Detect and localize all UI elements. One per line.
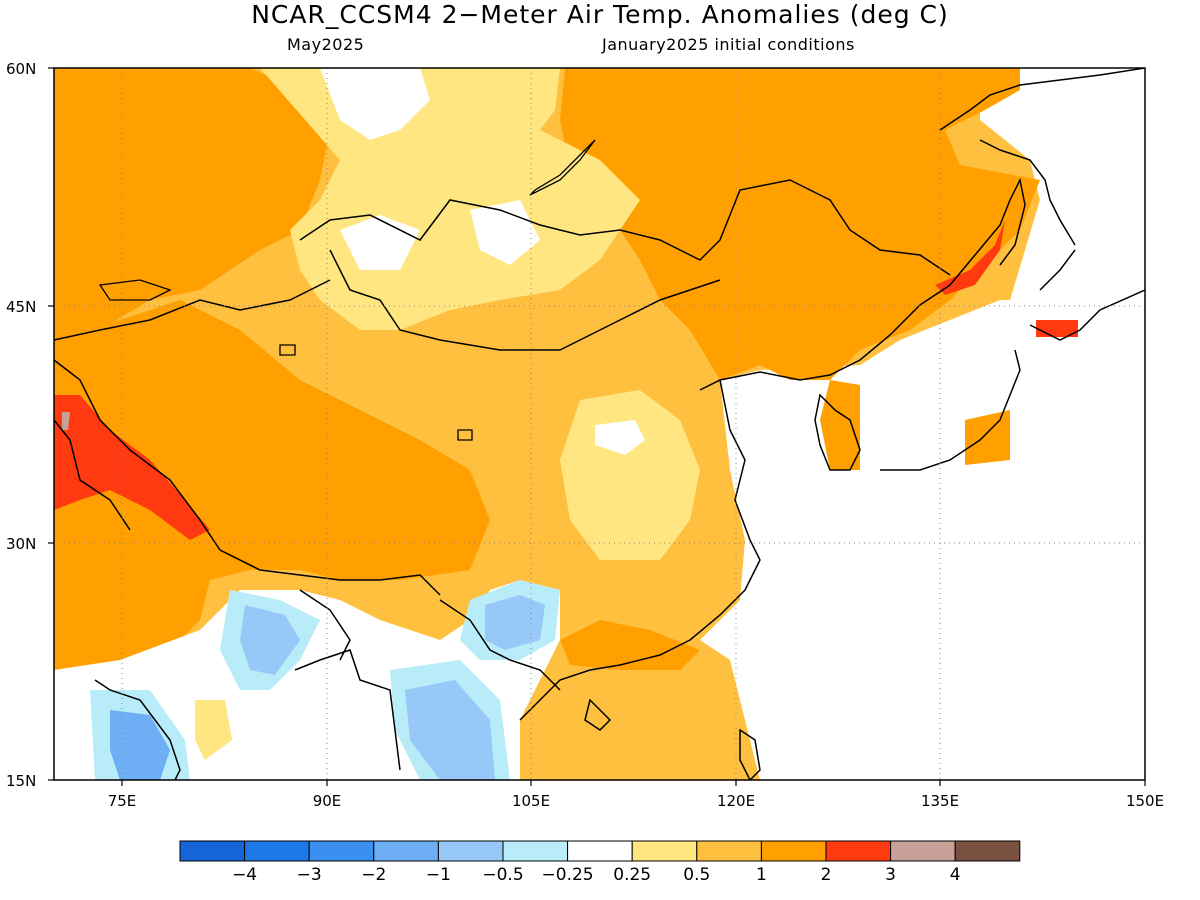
anomaly-neutral-ocean	[700, 300, 1145, 780]
colorbar-swatch	[244, 840, 310, 862]
lakes	[98, 139, 596, 441]
lon-label-150e: 150E	[1126, 792, 1164, 810]
colorbar-swatch	[954, 840, 1021, 862]
chart-title: NCAR_CCSM4 2−Meter Air Temp. Anomalies (…	[251, 0, 949, 29]
coastlines	[94, 68, 1145, 780]
anomaly-neutral-mongolia	[340, 215, 420, 270]
anomaly-cool-yunnan	[485, 595, 545, 650]
colorbar-label: 1	[756, 865, 767, 885]
colorbar-label: −4	[232, 865, 257, 885]
anomaly-orange-japan	[965, 410, 1010, 465]
lon-label-120e: 120E	[717, 792, 755, 810]
colorbar-swatch	[567, 840, 633, 862]
colorbar: −4 −3 −2 −1 −0.5 −0.25 0.25 0.5 1 2 3 4	[179, 840, 1021, 885]
colorbar-swatch	[502, 840, 569, 862]
colorbar-label: −2	[361, 865, 386, 885]
forecast-month: May2025	[287, 35, 365, 54]
colorbar-label: −0.25	[542, 865, 594, 885]
anomaly-neutral-north	[320, 68, 430, 140]
colorbar-label: 0.5	[683, 865, 710, 885]
lat-label-15n: 15N	[6, 772, 36, 790]
anomaly-cool-indochina	[405, 680, 495, 780]
map-gridlines	[54, 68, 1145, 780]
anomaly-orange-korea	[820, 380, 860, 470]
lat-label-45n: 45N	[6, 298, 36, 316]
country-borders	[54, 179, 951, 691]
colorbar-label: 2	[821, 865, 832, 885]
anomaly-red-himalaya	[54, 395, 210, 540]
anomaly-field	[54, 68, 1145, 780]
anomaly-neutral-mongolia-east	[470, 200, 540, 265]
colorbar-swatch	[373, 840, 439, 862]
colorbar-swatch	[179, 840, 246, 862]
anomaly-cool-bangladesh	[240, 605, 300, 675]
colorbar-label: −3	[297, 865, 322, 885]
colorbar-swatch	[631, 840, 698, 862]
lat-label-60n: 60N	[6, 60, 36, 78]
anomaly-brown-himalaya	[62, 412, 70, 430]
colorbar-swatch	[825, 840, 892, 862]
lon-label-90e: 90E	[313, 792, 342, 810]
map-frame	[53, 67, 1146, 781]
colorbar-label: 3	[885, 865, 896, 885]
anomaly-red-manchuria	[935, 220, 1005, 295]
colorbar-swatch	[437, 840, 504, 862]
colorbar-label: −1	[426, 865, 451, 885]
colorbar-swatch	[760, 840, 827, 862]
colorbar-label: 4	[950, 865, 961, 885]
anomaly-neutral-pacific	[980, 68, 1145, 300]
colorbar-swatch	[308, 840, 375, 862]
lat-label-30n: 30N	[6, 535, 36, 553]
anomaly-orange-southchina	[560, 620, 700, 670]
lon-label-105e: 105E	[512, 792, 550, 810]
lon-label-135e: 135E	[921, 792, 959, 810]
colorbar-label: 0.25	[613, 865, 651, 885]
anomaly-cool-india	[110, 710, 170, 780]
anomaly-orange-northeast	[560, 68, 1040, 380]
axis-ticks	[48, 67, 1146, 786]
colorbar-label: −0.5	[482, 865, 523, 885]
anomaly-orange-tibet	[54, 300, 490, 670]
lon-label-75e: 75E	[108, 792, 137, 810]
anomaly-yellow-india	[195, 700, 232, 760]
anomaly-orange-west	[54, 68, 330, 340]
anomaly-neutral-centralchina	[595, 420, 645, 455]
initial-conditions: January2025 initial conditions	[602, 35, 855, 54]
colorbar-swatch	[890, 840, 956, 862]
colorbar-swatch	[696, 840, 762, 862]
anomaly-yellow-mongolia	[260, 68, 640, 330]
